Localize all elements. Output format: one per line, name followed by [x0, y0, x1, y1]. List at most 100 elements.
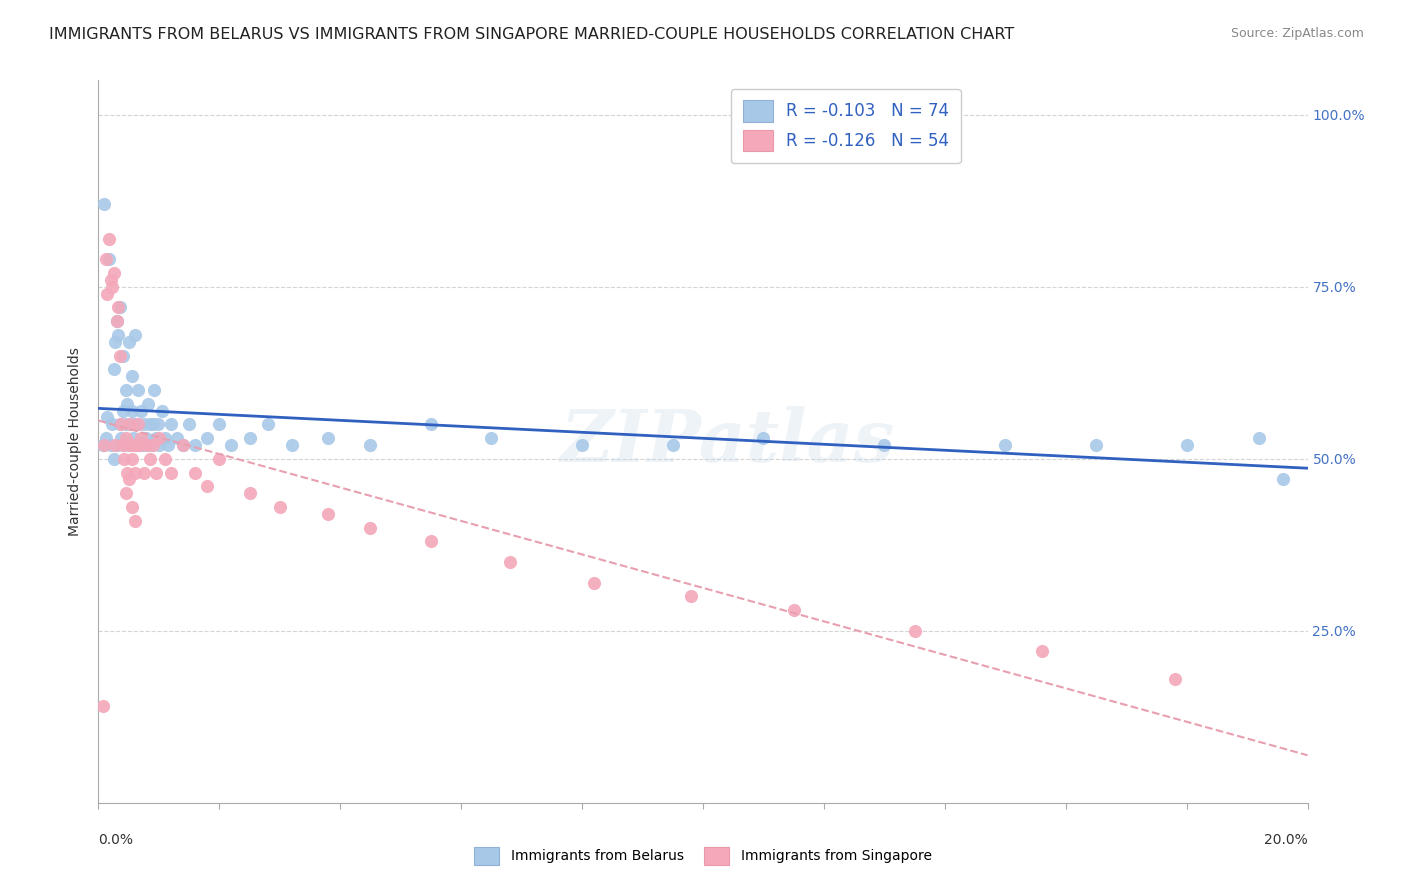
- Point: [239, 431, 262, 445]
- Point: [93, 197, 115, 211]
- Point: [904, 624, 927, 638]
- Point: [104, 334, 127, 349]
- Point: [661, 438, 683, 452]
- Point: [420, 534, 443, 549]
- Point: [208, 417, 231, 432]
- Point: [125, 438, 148, 452]
- Point: [160, 417, 183, 432]
- Point: [131, 438, 153, 452]
- Point: [127, 417, 149, 432]
- Point: [124, 514, 146, 528]
- Text: Source: ZipAtlas.com: Source: ZipAtlas.com: [1230, 27, 1364, 40]
- Point: [145, 466, 167, 480]
- Point: [141, 438, 163, 452]
- Point: [121, 500, 143, 514]
- Point: [103, 362, 125, 376]
- Point: [1031, 644, 1053, 658]
- Point: [93, 438, 115, 452]
- Point: [360, 438, 382, 452]
- Point: [94, 252, 117, 267]
- Text: 20.0%: 20.0%: [1264, 833, 1308, 847]
- Point: [481, 431, 503, 445]
- Point: [117, 466, 139, 480]
- Point: [148, 431, 170, 445]
- Point: [124, 327, 146, 342]
- Text: 0.0%: 0.0%: [98, 833, 134, 847]
- Point: [98, 231, 121, 245]
- Point: [136, 397, 159, 411]
- Point: [153, 431, 176, 445]
- Point: [121, 403, 143, 417]
- Point: [316, 431, 339, 445]
- Point: [98, 252, 121, 267]
- Point: [148, 438, 170, 452]
- Point: [172, 438, 194, 452]
- Point: [139, 417, 162, 432]
- Point: [195, 479, 218, 493]
- Point: [583, 575, 606, 590]
- Point: [184, 438, 207, 452]
- Point: [105, 314, 128, 328]
- Point: [135, 438, 157, 452]
- Point: [420, 417, 443, 432]
- Point: [121, 451, 143, 466]
- Point: [316, 507, 339, 521]
- Point: [117, 397, 139, 411]
- Point: [107, 327, 129, 342]
- Point: [129, 403, 152, 417]
- Point: [96, 410, 118, 425]
- Point: [118, 417, 141, 432]
- Legend: R = -0.103   N = 74, R = -0.126   N = 54: R = -0.103 N = 74, R = -0.126 N = 54: [731, 88, 960, 163]
- Point: [108, 301, 131, 315]
- Point: [783, 603, 806, 617]
- Point: [111, 349, 134, 363]
- Point: [208, 451, 231, 466]
- Point: [112, 451, 135, 466]
- Point: [100, 417, 122, 432]
- Point: [150, 403, 173, 417]
- Point: [1272, 472, 1295, 486]
- Point: [498, 555, 520, 569]
- Point: [145, 431, 167, 445]
- Point: [127, 383, 149, 397]
- Point: [125, 438, 148, 452]
- Point: [142, 417, 165, 432]
- Point: [114, 486, 136, 500]
- Point: [1085, 438, 1108, 452]
- Point: [146, 417, 169, 432]
- Point: [1163, 672, 1185, 686]
- Point: [121, 369, 143, 384]
- Point: [104, 438, 127, 452]
- Point: [124, 417, 146, 432]
- Point: [111, 438, 134, 452]
- Point: [100, 273, 122, 287]
- Point: [873, 438, 896, 452]
- Point: [103, 451, 125, 466]
- Point: [118, 438, 141, 452]
- Point: [166, 431, 188, 445]
- Point: [100, 438, 122, 452]
- Point: [118, 417, 141, 432]
- Text: ZIPatlas: ZIPatlas: [560, 406, 894, 477]
- Point: [124, 466, 146, 480]
- Point: [281, 438, 304, 452]
- Point: [160, 466, 183, 480]
- Point: [114, 431, 136, 445]
- Point: [118, 472, 141, 486]
- Point: [110, 431, 132, 445]
- Point: [179, 417, 201, 432]
- Point: [107, 301, 129, 315]
- Point: [100, 279, 122, 293]
- Point: [139, 451, 162, 466]
- Point: [108, 349, 131, 363]
- Point: [172, 438, 194, 452]
- Point: [221, 438, 243, 452]
- Point: [128, 438, 150, 452]
- Point: [135, 438, 157, 452]
- Point: [94, 431, 117, 445]
- Point: [142, 438, 165, 452]
- Point: [91, 438, 114, 452]
- Point: [135, 431, 157, 445]
- Point: [118, 334, 141, 349]
- Point: [195, 431, 218, 445]
